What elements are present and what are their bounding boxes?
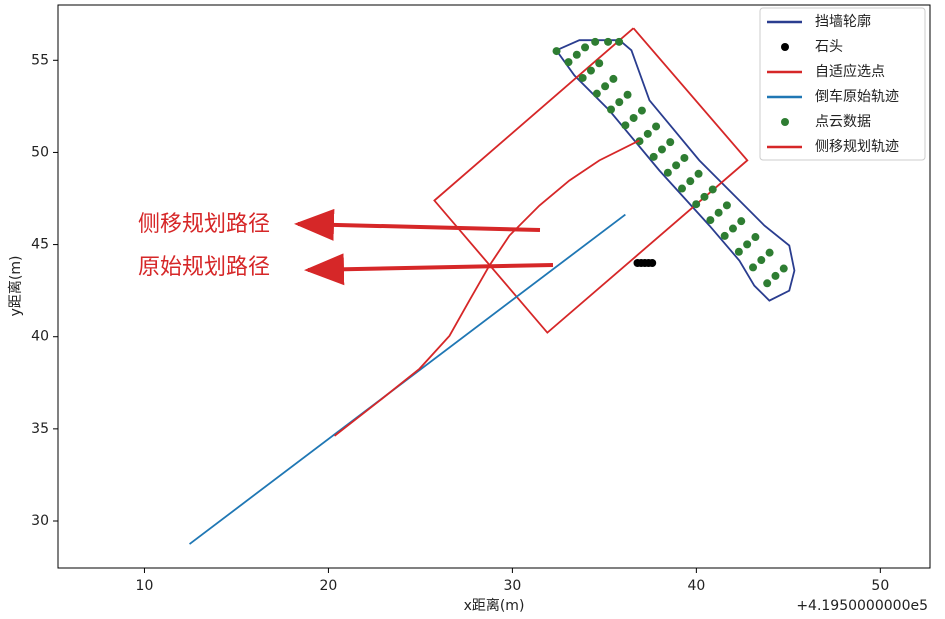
point bbox=[607, 105, 616, 114]
annotation: 侧移规划路径 bbox=[138, 212, 270, 237]
point bbox=[722, 201, 731, 210]
point bbox=[652, 122, 661, 131]
y-tick-label: 35 bbox=[31, 421, 49, 437]
point bbox=[643, 129, 652, 138]
point bbox=[581, 43, 590, 52]
plot-area bbox=[188, 27, 796, 545]
x-offset-label: +4.1950000000e5 bbox=[796, 598, 928, 614]
point bbox=[680, 153, 689, 162]
point bbox=[586, 66, 595, 75]
point bbox=[564, 58, 573, 67]
point bbox=[666, 138, 675, 147]
point bbox=[552, 47, 561, 56]
point bbox=[737, 217, 746, 226]
point bbox=[601, 82, 610, 91]
point bbox=[734, 247, 743, 256]
point bbox=[765, 248, 774, 257]
annotation-arrow bbox=[304, 253, 554, 286]
x-tick-label: 10 bbox=[136, 578, 154, 594]
point bbox=[572, 50, 581, 59]
point bbox=[751, 233, 760, 242]
point bbox=[663, 168, 672, 177]
y-axis-label: y距离(m) bbox=[7, 256, 24, 317]
point bbox=[720, 231, 729, 240]
point bbox=[694, 169, 703, 178]
point bbox=[728, 224, 737, 233]
legend-handle bbox=[781, 118, 789, 126]
legend bbox=[759, 7, 926, 161]
point bbox=[592, 89, 601, 98]
legend-handle bbox=[781, 43, 789, 51]
series-line bbox=[333, 139, 640, 437]
point bbox=[686, 177, 695, 186]
x-tick-label: 40 bbox=[687, 578, 705, 594]
legend-label: 侧移规划轨迹 bbox=[815, 139, 899, 155]
point bbox=[692, 200, 701, 209]
point bbox=[604, 37, 613, 46]
point bbox=[779, 264, 788, 273]
legend-label: 倒车原始轨迹 bbox=[815, 88, 899, 105]
series-line bbox=[555, 39, 796, 302]
y-tick-label: 40 bbox=[31, 329, 49, 345]
point bbox=[629, 113, 638, 122]
x-axis-label: x距离(m) bbox=[464, 597, 525, 614]
y-tick-label: 30 bbox=[31, 513, 49, 529]
point bbox=[623, 90, 632, 99]
point bbox=[757, 256, 766, 265]
point bbox=[714, 208, 723, 217]
point bbox=[578, 73, 587, 82]
y-tick-label: 45 bbox=[31, 237, 49, 253]
series-line bbox=[433, 27, 749, 334]
y-tick-label: 55 bbox=[31, 52, 49, 68]
x-tick-label: 50 bbox=[871, 578, 889, 594]
legend-label: 挡墙轮廓 bbox=[815, 13, 871, 30]
point bbox=[763, 279, 772, 288]
point bbox=[749, 263, 758, 272]
point bbox=[615, 98, 624, 107]
y-tick-label: 50 bbox=[31, 144, 49, 160]
point bbox=[615, 37, 624, 46]
point bbox=[621, 121, 630, 130]
point bbox=[706, 216, 715, 225]
legend-label: 自适应选点 bbox=[815, 63, 885, 80]
x-tick-label: 30 bbox=[503, 578, 521, 594]
point bbox=[595, 59, 604, 68]
point bbox=[649, 152, 658, 161]
point bbox=[672, 161, 681, 170]
point bbox=[637, 106, 646, 115]
point bbox=[743, 240, 752, 249]
point bbox=[609, 74, 618, 83]
point bbox=[678, 184, 687, 193]
point bbox=[708, 185, 717, 194]
annotation-arrow bbox=[294, 208, 541, 241]
point bbox=[648, 259, 657, 268]
plot-frame bbox=[57, 4, 931, 569]
annotation: 原始规划路径 bbox=[138, 255, 270, 280]
x-tick-label: 20 bbox=[320, 578, 338, 594]
legend-label: 点云数据 bbox=[815, 114, 871, 130]
point bbox=[771, 271, 780, 280]
point bbox=[591, 37, 600, 46]
point bbox=[657, 145, 666, 154]
point bbox=[700, 192, 709, 201]
legend-label: 石头 bbox=[815, 39, 843, 55]
